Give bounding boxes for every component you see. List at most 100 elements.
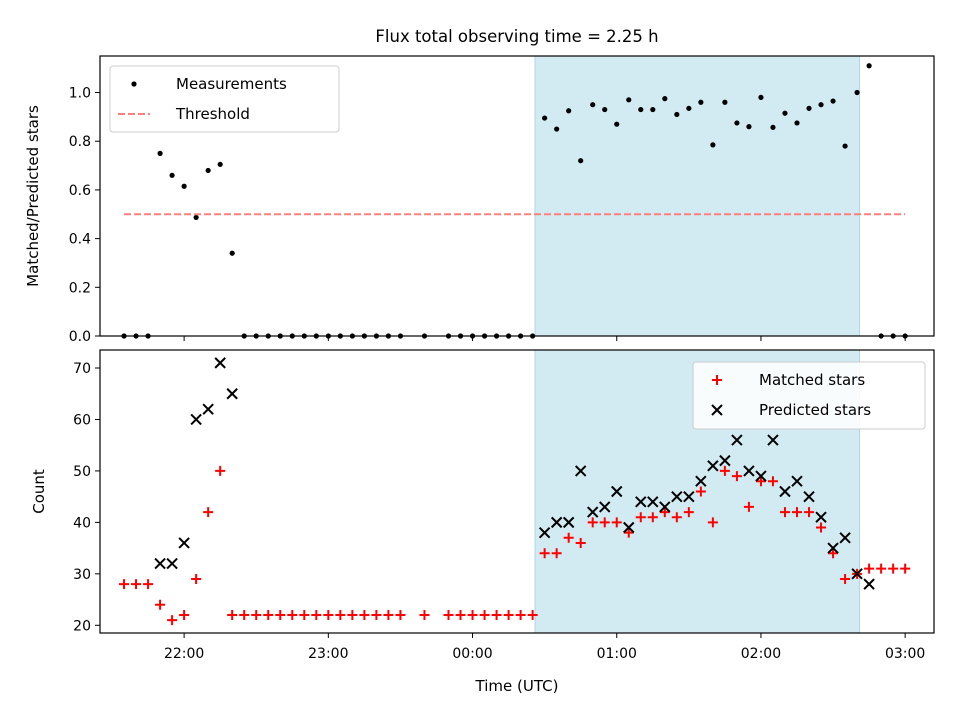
legend-key-matched — [712, 375, 722, 385]
matched-star-point — [155, 599, 166, 610]
y-tick-label: 0.8 — [69, 134, 91, 150]
legend-top-right: Matched stars Predicted stars — [692, 361, 926, 430]
predicted-star-point — [214, 357, 226, 369]
y-tick-label: 40 — [73, 515, 91, 531]
measurement-point — [638, 106, 644, 113]
y-tick-label: 50 — [73, 464, 91, 480]
x-tick-label: 00:00 — [452, 646, 492, 662]
matched-star-point — [503, 609, 514, 620]
measurement-point — [650, 106, 656, 113]
predicted-star-point — [166, 557, 178, 570]
predicted-star-point — [574, 465, 587, 477]
predicted-star-point — [755, 470, 767, 482]
predicted-star-point — [767, 434, 779, 446]
predicted-star-point — [731, 434, 743, 446]
matched-star-point — [419, 609, 430, 620]
matched-star-point — [371, 609, 382, 620]
x-tick-label: 02:00 — [741, 646, 781, 662]
measurement-point — [578, 158, 584, 164]
measurement-point — [830, 98, 836, 104]
measurement-point — [866, 63, 872, 69]
y-tick-label: 0.0 — [69, 329, 91, 345]
predicted-star-point — [178, 537, 190, 549]
measurement-point — [662, 96, 668, 102]
matched-star-point — [731, 471, 742, 482]
measurement-point — [626, 97, 632, 103]
matched-star-point — [335, 609, 346, 620]
measurement-point — [590, 102, 596, 108]
measurement-point — [566, 108, 572, 114]
matched-star-point — [659, 507, 670, 518]
matched-star-point — [311, 609, 322, 620]
plot-frame — [99, 349, 935, 634]
y-tick-label: 30 — [73, 567, 91, 583]
predicted-star-point — [538, 526, 551, 539]
predicted-star-point — [623, 521, 635, 534]
legend-box — [692, 361, 926, 430]
matched-star-point — [347, 609, 358, 620]
matched-star-point — [119, 579, 130, 590]
legend-label: Predicted stars — [759, 401, 871, 419]
matched-star-point — [455, 609, 466, 620]
matched-star-point — [251, 609, 262, 620]
measurement-point — [205, 167, 211, 174]
matched-star-point — [263, 609, 274, 620]
measurement-point — [217, 161, 223, 167]
measurement-point — [686, 105, 692, 111]
predicted-star-point — [659, 501, 671, 513]
matched-star-point — [203, 507, 214, 518]
predicted-star-point — [647, 496, 659, 508]
matched-star-point — [828, 548, 839, 559]
matched-star-point — [359, 609, 370, 620]
matched-star-point — [804, 507, 815, 518]
measurement-point — [782, 110, 788, 116]
predicted-star-point — [743, 465, 755, 477]
bottom-panel: 20 30 40 50 60 70 22:00 23:00 00:00 01:00 02:00 03:… — [30, 349, 935, 695]
x-tick-label: 03:00 — [885, 646, 925, 662]
x-axis-label: Time (UTC) — [475, 677, 559, 695]
y-tick-label: 0.6 — [69, 183, 91, 199]
legend-key-predicted — [711, 404, 723, 416]
predicted-star-point — [202, 403, 214, 415]
x-tick-label: 23:00 — [308, 646, 348, 662]
measurement-point — [229, 250, 235, 256]
x-tick-label: 22:00 — [164, 646, 204, 662]
matched-star-point — [779, 507, 790, 518]
measurement-point — [710, 142, 716, 148]
matched-star-point — [215, 465, 226, 476]
legend-label: Measurements — [176, 75, 287, 93]
predicted-star-point — [562, 516, 575, 529]
matched-star-point — [563, 532, 574, 543]
measurement-point — [169, 172, 175, 178]
matched-star-point — [287, 609, 298, 620]
matched-star-point — [864, 563, 875, 574]
predicted-star-point — [791, 475, 803, 487]
y-axis-label: Matched/Predicted stars — [24, 105, 42, 287]
matched-star-point — [587, 517, 598, 528]
measurement-point — [770, 124, 776, 130]
matched-star-point — [876, 563, 887, 574]
predicted-star-point — [839, 532, 851, 544]
matched-star-point — [767, 476, 778, 487]
chart-title: Flux total observing time = 2.25 h — [375, 27, 658, 46]
matched-star-point — [551, 548, 562, 559]
y-tick-label: 0.4 — [69, 232, 91, 248]
matched-star-point — [647, 512, 658, 523]
matched-star-point — [143, 579, 154, 590]
matched-star-point — [275, 609, 286, 620]
predicted-star-point — [550, 516, 563, 529]
predicted-star-point — [863, 578, 875, 590]
matched-star-point — [792, 507, 803, 518]
legend-label: Matched stars — [759, 371, 865, 389]
predicted-star-point — [587, 506, 599, 518]
matched-star-point — [527, 609, 538, 620]
matched-star-point — [227, 609, 238, 620]
x-tick-label: 01:00 — [597, 646, 637, 662]
y-tick-label: 60 — [73, 412, 91, 428]
measurement-point — [842, 143, 848, 149]
matched-star-point — [299, 609, 310, 620]
matched-star-point — [695, 486, 706, 497]
y-tick-label: 0.2 — [69, 280, 91, 296]
y-tick-label: 20 — [73, 618, 91, 634]
measurement-point — [794, 120, 800, 126]
